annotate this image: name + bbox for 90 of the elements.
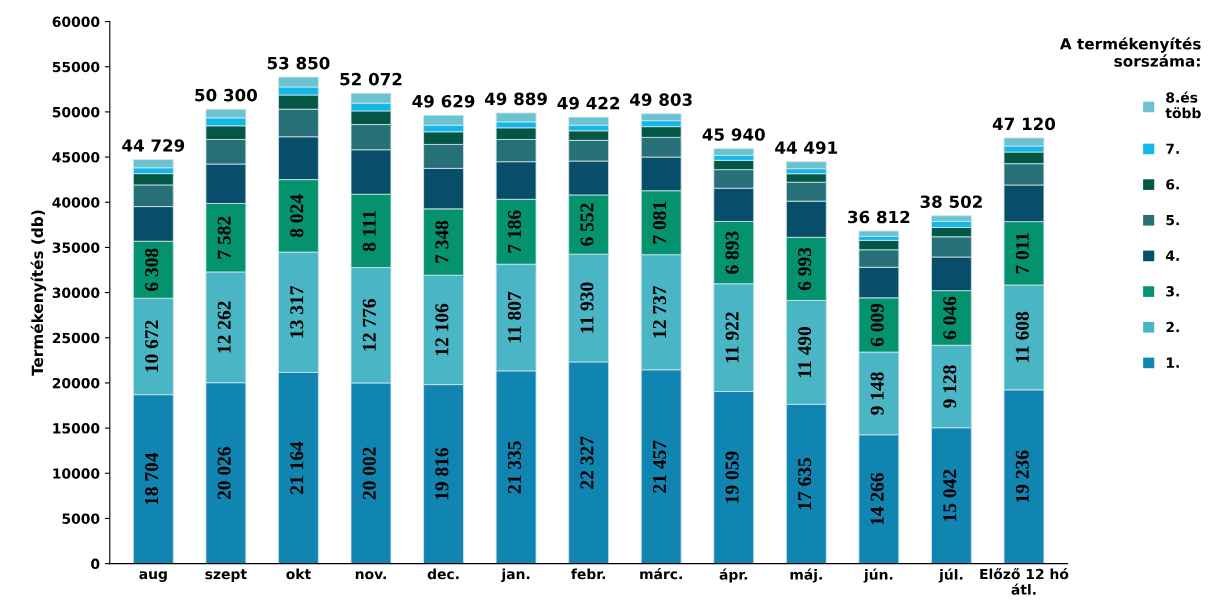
data-label: 21 457 xyxy=(653,440,667,493)
data-label: 22 327 xyxy=(580,436,594,489)
y-tick-label: 30000 xyxy=(52,287,100,299)
data-label: 19 236 xyxy=(1015,450,1029,502)
data-label: 18 704 xyxy=(145,452,159,505)
bar xyxy=(785,161,827,170)
x-tick-label: febr. xyxy=(571,568,606,580)
total-label: 49 803 xyxy=(630,93,692,106)
data-label: 19 059 xyxy=(725,451,739,503)
data-label: 20 002 xyxy=(362,447,376,500)
x-tick-label: szept xyxy=(205,569,247,582)
y-tick-label: 25000 xyxy=(52,332,100,344)
data-label: 6 552 xyxy=(580,203,594,246)
y-tick-label: 50000 xyxy=(52,106,100,118)
x-tick-label: Előző 12 hó átl. xyxy=(980,567,1069,595)
data-label: 7 011 xyxy=(1015,232,1029,274)
total-label: 50 300 xyxy=(195,88,257,102)
legend-label: 5. xyxy=(1166,214,1179,226)
data-label: 6 009 xyxy=(870,303,884,347)
data-label: 21 164 xyxy=(290,441,304,494)
x-tick-label: jún. xyxy=(863,568,893,583)
legend-label: 6. xyxy=(1166,179,1179,190)
data-label: 11 922 xyxy=(725,312,739,363)
total-label: 49 629 xyxy=(412,94,475,108)
x-tick-label: dec. xyxy=(427,568,459,580)
y-tick-label: 10000 xyxy=(53,468,100,479)
x-tick-label: ápr. xyxy=(719,568,748,583)
total-label: 44 491 xyxy=(775,141,838,154)
data-label: 12 106 xyxy=(435,303,449,356)
y-tick-label: 35000 xyxy=(52,242,100,253)
y-tick-label: 15000 xyxy=(53,423,100,434)
data-label: 8 024 xyxy=(290,194,304,238)
total-label: 49 422 xyxy=(557,96,620,110)
x-tick-label: máj. xyxy=(790,568,822,583)
y-tick-label: 55000 xyxy=(52,61,100,73)
total-label: 47 120 xyxy=(992,117,1056,131)
legend-label: 1. xyxy=(1166,357,1179,368)
data-label: 13 317 xyxy=(290,286,304,338)
data-label: 11 608 xyxy=(1015,311,1029,363)
total-label: 36 812 xyxy=(848,210,910,224)
data-label: 15 042 xyxy=(943,469,957,521)
total-label: 49 889 xyxy=(484,92,547,106)
x-tick-label: okt xyxy=(286,568,311,580)
data-label: 21 335 xyxy=(507,441,521,494)
x-tick-label: nov. xyxy=(355,571,386,580)
data-label: 12 737 xyxy=(653,285,667,338)
y-tick-label: 5000 xyxy=(62,513,100,524)
data-label: 9 148 xyxy=(870,372,884,415)
data-label: 8 111 xyxy=(362,211,376,252)
y-tick-label: 0 xyxy=(91,558,100,570)
legend-label: 4. xyxy=(1165,250,1179,261)
data-label: 12 776 xyxy=(362,299,376,351)
data-label: 7 582 xyxy=(217,216,231,259)
data-label: 20 026 xyxy=(217,447,231,500)
total-label: 45 940 xyxy=(702,128,765,141)
data-label: 7 186 xyxy=(507,210,521,253)
legend-title: A termékenyítés sorszáma: xyxy=(1059,37,1201,67)
y-axis-title: Termékenyítés (db) xyxy=(30,210,47,376)
y-tick-label: 40000 xyxy=(52,197,100,208)
total-label: 44 729 xyxy=(122,139,185,152)
x-tick-label: márc. xyxy=(640,567,682,580)
data-label: 11 807 xyxy=(507,291,521,343)
y-tick-label: 20000 xyxy=(52,377,100,389)
bar xyxy=(858,230,900,237)
data-label: 12 262 xyxy=(217,301,231,353)
x-tick-label: júl. xyxy=(938,568,963,583)
data-label: 6 993 xyxy=(798,247,812,291)
x-tick-label: jan. xyxy=(500,568,530,583)
data-label: 14 266 xyxy=(870,473,884,525)
total-label: 38 502 xyxy=(920,195,982,209)
data-label: 6 893 xyxy=(725,231,739,274)
y-tick-label: 60000 xyxy=(52,16,100,28)
total-label: 53 850 xyxy=(267,56,330,70)
legend-label: 3. xyxy=(1166,286,1179,297)
legend-label: 2. xyxy=(1166,321,1179,333)
data-label: 11 490 xyxy=(798,326,812,378)
data-label: 7 081 xyxy=(652,201,667,244)
data-label: 19 816 xyxy=(435,447,449,500)
x-tick-label: aug xyxy=(139,571,167,582)
legend-label: 8.és több xyxy=(1165,91,1201,119)
data-label: 10 672 xyxy=(145,320,159,372)
y-tick-label: 45000 xyxy=(52,152,100,163)
data-label: 6 046 xyxy=(943,296,957,340)
data-label: 11 930 xyxy=(580,282,594,333)
data-label: 9 128 xyxy=(943,365,957,408)
data-label: 6 308 xyxy=(145,248,159,291)
data-label: 7 348 xyxy=(435,220,449,263)
legend-label: 7. xyxy=(1166,143,1179,154)
total-label: 52 072 xyxy=(340,72,402,86)
data-label: 17 635 xyxy=(798,457,812,510)
